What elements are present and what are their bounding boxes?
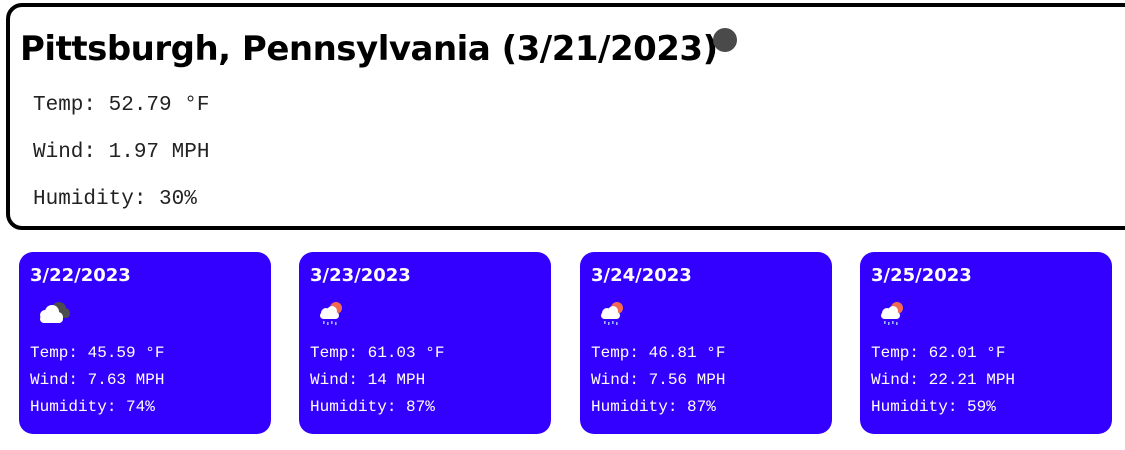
- forecast-wind: Wind: 7.63 MPH: [30, 371, 165, 389]
- current-weather-panel: Pittsburgh, Pennsylvania (3/21/2023) Tem…: [6, 3, 1125, 230]
- cloudy-icon: [40, 302, 70, 323]
- forecast-date: 3/25/2023: [871, 265, 972, 286]
- forecast-humidity: Humidity: 87%: [591, 398, 716, 416]
- forecast-date: 3/23/2023: [310, 265, 411, 286]
- forecast-temp: Temp: 45.59 °F: [30, 344, 165, 362]
- forecast-card: 3/23/2023 Temp: 61.03 °F Wind: 14 MPH Hu…: [299, 252, 551, 434]
- forecast-humidity: Humidity: 74%: [30, 398, 155, 416]
- forecast-wind: Wind: 7.56 MPH: [591, 371, 726, 389]
- forecast-date: 3/22/2023: [30, 265, 131, 286]
- sun-rain-cloud-icon: [320, 302, 342, 325]
- forecast-temp: Temp: 46.81 °F: [591, 344, 726, 362]
- forecast-wind: Wind: 14 MPH: [310, 371, 426, 389]
- current-city-title: Pittsburgh, Pennsylvania (3/21/2023): [20, 29, 718, 69]
- forecast-temp: Temp: 61.03 °F: [310, 344, 445, 362]
- forecast-humidity: Humidity: 87%: [310, 398, 435, 416]
- forecast-card: 3/22/2023 Temp: 45.59 °F Wind: 7.63 MPH …: [19, 252, 271, 434]
- current-weather-icon: [713, 28, 737, 52]
- current-temp: Temp: 52.79 °F: [33, 94, 210, 117]
- forecast-card: 3/25/2023 Temp: 62.01 °F Wind: 22.21 MPH…: [860, 252, 1112, 434]
- forecast-wind: Wind: 22.21 MPH: [871, 371, 1016, 389]
- forecast-temp: Temp: 62.01 °F: [871, 344, 1006, 362]
- forecast-date: 3/24/2023: [591, 265, 692, 286]
- sun-rain-cloud-icon: [601, 302, 623, 325]
- sun-rain-cloud-icon: [881, 302, 903, 325]
- current-wind: Wind: 1.97 MPH: [33, 141, 210, 164]
- forecast-humidity: Humidity: 59%: [871, 398, 996, 416]
- forecast-card: 3/24/2023 Temp: 46.81 °F Wind: 7.56 MPH …: [580, 252, 832, 434]
- current-humidity: Humidity: 30%: [33, 188, 197, 211]
